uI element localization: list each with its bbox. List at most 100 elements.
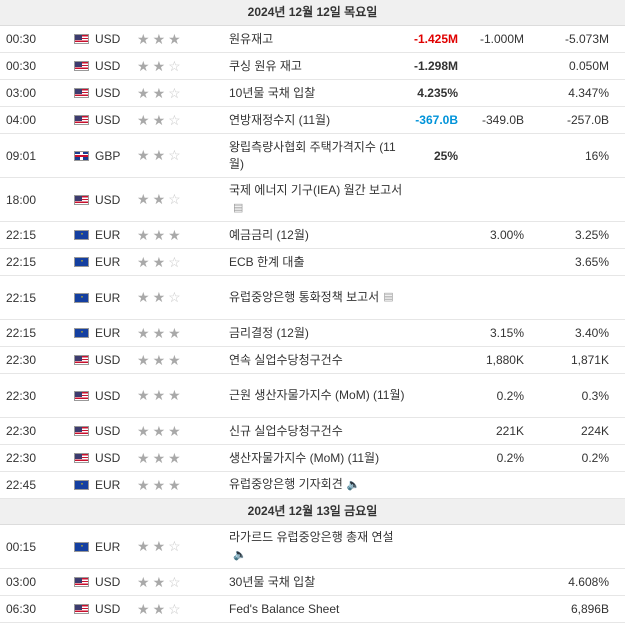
event-name-cell[interactable]: 금리결정 (12월) — [229, 320, 409, 346]
flag-us-icon — [74, 194, 89, 205]
event-name[interactable]: 유럽중앙은행 통화정책 보고서 ▤ — [229, 289, 394, 306]
event-name-text[interactable]: 유럽중앙은행 통화정책 보고서 — [229, 289, 380, 304]
star-filled-icon: ★ — [137, 30, 150, 47]
report-icon[interactable]: ▤ — [383, 291, 394, 304]
event-name[interactable]: 금리결정 (12월) — [229, 325, 309, 342]
event-name[interactable]: 근원 생산자물가지수 (MoM) (11월) — [229, 387, 405, 404]
event-name-text[interactable]: 국제 에너지 기구(IEA) 월간 보고서 — [229, 183, 403, 198]
event-name-text[interactable]: 왕립측량사협회 주택가격지수 (11월) — [229, 139, 396, 171]
event-row[interactable]: 09:01 GBP ★ ★ ☆ 왕립측량사협회 주택가격지수 (11월) 25% 16% — [0, 134, 625, 178]
event-name-text[interactable]: 연속 실업수당청구건수 — [229, 352, 343, 367]
event-row[interactable]: 22:30 USD ★ ★ ★ 신규 실업수당청구건수 221K 224K — [0, 418, 625, 445]
event-name-cell[interactable]: 유럽중앙은행 기자회견 🔈 — [229, 472, 409, 498]
event-name[interactable]: ECB 한계 대출 — [229, 254, 305, 271]
event-name-cell[interactable]: 국제 에너지 기구(IEA) 월간 보고서 ▤ — [229, 178, 409, 221]
star-filled-icon: ★ — [152, 30, 166, 47]
event-time: 22:45 — [6, 478, 37, 492]
star-filled-icon: ★ — [137, 538, 150, 554]
event-name-text[interactable]: 신규 실업수당청구건수 — [229, 423, 343, 438]
event-name-cell[interactable]: 30년물 국채 입찰 — [229, 569, 409, 595]
previous-value: 0.050M — [568, 59, 609, 73]
event-name-cell[interactable]: 연방재정수지 (11월) — [229, 107, 409, 133]
event-row[interactable]: 00:30 USD ★ ★ ☆ 쿠싱 원유 재고 -1.298M 0.050M — [0, 53, 625, 80]
event-name-text[interactable]: ECB 한계 대출 — [229, 254, 305, 269]
event-name-text[interactable]: 쿠싱 원유 재고 — [229, 58, 302, 73]
currency: EUR — [95, 478, 121, 492]
event-row[interactable]: 22:30 USD ★ ★ ★ 근원 생산자물가지수 (MoM) (11월) 0.2% 0.3… — [0, 374, 625, 418]
event-name[interactable]: 유럽중앙은행 기자회견 🔈 — [229, 476, 360, 493]
flag-us-icon — [74, 88, 89, 98]
previous-value: 3.65% — [574, 255, 609, 269]
event-name[interactable]: 원유재고 — [229, 31, 273, 48]
event-name-text[interactable]: 30년물 국채 입찰 — [229, 574, 316, 589]
flag-cell — [74, 222, 91, 248]
event-name-cell[interactable]: 원유재고 — [229, 26, 409, 52]
event-name-cell[interactable]: 연속 실업수당청구건수 — [229, 347, 409, 373]
event-row[interactable]: 03:00 USD ★ ★ ☆ 30년물 국채 입찰 4.608% — [0, 569, 625, 596]
report-icon[interactable]: ▤ — [233, 201, 244, 214]
event-name[interactable]: 연방재정수지 (11월) — [229, 112, 330, 129]
event-name-cell[interactable]: 예금금리 (12월) — [229, 222, 409, 248]
event-name-cell[interactable]: 생산자물가지수 (MoM) (11월) — [229, 445, 409, 471]
event-name-cell[interactable]: ECB 한계 대출 — [229, 249, 409, 275]
event-name-text[interactable]: 근원 생산자물가지수 (MoM) (11월) — [229, 388, 405, 402]
star-filled-icon: ★ — [168, 422, 181, 439]
star-filled-icon: ★ — [152, 253, 166, 270]
event-row[interactable]: 22:30 USD ★ ★ ★ 생산자물가지수 (MoM) (11월) 0.2% 0.2% — [0, 445, 625, 472]
event-name-cell[interactable]: 근원 생산자물가지수 (MoM) (11월) — [229, 374, 409, 417]
event-name-cell[interactable]: 라가르드 유럽중앙은행 총재 연설 🔈 — [229, 525, 409, 568]
flag-cell — [74, 596, 91, 622]
event-name-text[interactable]: 예금금리 (12월) — [229, 227, 309, 242]
event-row[interactable]: 22:15EUR★★★예금금리 (12월)3.00%3.25% — [0, 222, 625, 249]
flag-eu-icon — [74, 289, 89, 303]
currency: USD — [95, 353, 121, 367]
event-name[interactable]: 10년물 국채 입찰 — [229, 85, 315, 102]
event-row[interactable]: 22:15EUR★★★금리결정 (12월)3.15%3.40% — [0, 320, 625, 347]
event-row[interactable]: 18:00 USD ★ ★ ☆ 국제 에너지 기구(IEA) 월간 보고서▤ — [0, 178, 625, 222]
event-name[interactable]: 신규 실업수당청구건수 — [229, 423, 343, 440]
event-name[interactable]: Fed's Balance Sheet — [229, 601, 339, 618]
event-row[interactable]: 06:30 USD ★ ★ ☆ Fed's Balance Sheet 6,896B — [0, 596, 625, 623]
event-name-cell[interactable]: 쿠싱 원유 재고 — [229, 53, 409, 79]
event-name-text[interactable]: 연방재정수지 (11월) — [229, 112, 331, 127]
forecast-value — [460, 525, 524, 568]
forecast-value: 3.15% — [489, 326, 524, 340]
speaker-icon[interactable]: 🔈 — [346, 478, 361, 491]
event-row[interactable]: 03:00 USD ★ ★ ☆ 10년물 국채 입찰 4.235% 4.347% — [0, 80, 625, 107]
actual-value — [360, 525, 458, 568]
star-filled-icon: ★ — [168, 226, 181, 243]
speaker-icon[interactable]: 🔈 — [233, 548, 247, 561]
event-name-cell[interactable]: 유럽중앙은행 통화정책 보고서 ▤ — [229, 276, 409, 319]
event-row[interactable]: 00:30 USD ★ ★ ★ 원유재고 -1.425M -1.000M -5.073M — [0, 26, 625, 53]
event-name[interactable]: 예금금리 (12월) — [229, 227, 309, 244]
event-name-text[interactable]: 라가르드 유럽중앙은행 총재 연설 — [229, 530, 394, 545]
actual-value — [360, 249, 458, 275]
event-name[interactable]: 국제 에너지 기구(IEA) 월간 보고서 ▤ — [229, 182, 409, 216]
event-row[interactable]: 22:30 USD ★ ★ ★ 연속 실업수당청구건수 1,880K 1,871K — [0, 347, 625, 374]
event-name-text[interactable]: Fed's Balance Sheet — [229, 601, 340, 616]
event-name[interactable]: 30년물 국채 입찰 — [229, 574, 315, 591]
event-name-text[interactable]: 금리결정 (12월) — [229, 325, 309, 340]
event-name-text[interactable]: 10년물 국채 입찰 — [229, 85, 316, 100]
importance-stars: ★ ★ ☆ — [137, 53, 193, 79]
star-filled-icon: ★ — [152, 449, 166, 466]
event-row[interactable]: 00:15EUR★★☆라가르드 유럽중앙은행 총재 연설🔈 — [0, 525, 625, 569]
event-name[interactable]: 쿠싱 원유 재고 — [229, 58, 302, 75]
event-row[interactable]: 22:45EUR★★★유럽중앙은행 기자회견🔈 — [0, 472, 625, 499]
event-name-text[interactable]: 생산자물가지수 (MoM) (11월) — [229, 450, 380, 465]
event-row[interactable]: 22:15EUR★★☆유럽중앙은행 통화정책 보고서▤ — [0, 276, 625, 320]
star-filled-icon: ★ — [168, 324, 181, 341]
event-name[interactable]: 연속 실업수당청구건수 — [229, 352, 343, 369]
event-name-cell[interactable]: 10년물 국채 입찰 — [229, 80, 409, 106]
event-name-text[interactable]: 유럽중앙은행 기자회견 — [229, 477, 343, 492]
event-name[interactable]: 라가르드 유럽중앙은행 총재 연설 🔈 — [229, 529, 409, 563]
event-name-cell[interactable]: 신규 실업수당청구건수 — [229, 418, 409, 444]
event-name[interactable]: 생산자물가지수 (MoM) (11월) — [229, 450, 379, 467]
event-name-cell[interactable]: 왕립측량사협회 주택가격지수 (11월) — [229, 134, 409, 177]
event-row[interactable]: 04:00 USD ★ ★ ☆ 연방재정수지 (11월) -367.0B -349.0B -25… — [0, 107, 625, 134]
event-time: 22:30 — [6, 388, 37, 403]
event-row[interactable]: 22:15EUR★★☆ECB 한계 대출3.65% — [0, 249, 625, 276]
currency: EUR — [95, 290, 121, 305]
event-name-text[interactable]: 원유재고 — [229, 31, 274, 46]
event-name[interactable]: 왕립측량사협회 주택가격지수 (11월) — [229, 139, 409, 173]
